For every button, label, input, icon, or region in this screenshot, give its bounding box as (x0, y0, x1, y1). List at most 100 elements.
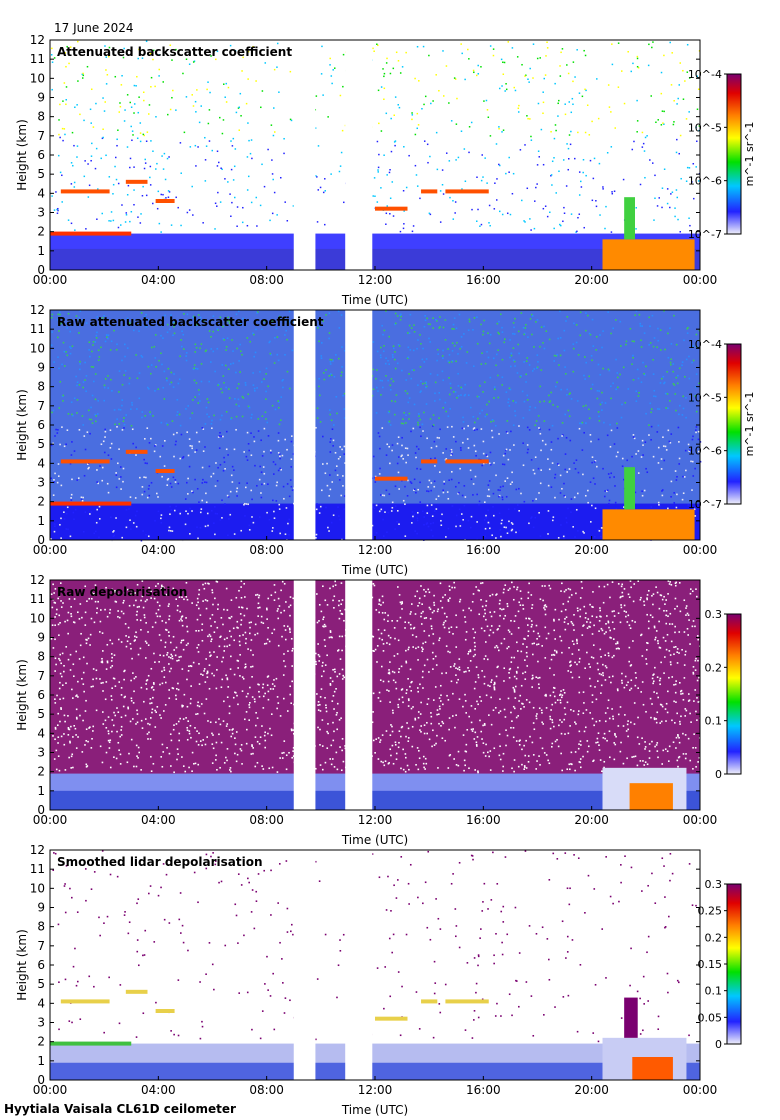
x-tick-label: 08:00 (249, 543, 284, 557)
y-tick-label: 12 (30, 843, 45, 857)
y-tick-label: 11 (30, 52, 45, 66)
x-tick-label: 04:00 (141, 273, 176, 287)
heatmap-layer (50, 310, 702, 542)
cloud-layer (60, 999, 110, 1004)
colorbar-tick-label: 10^-5 (688, 121, 722, 134)
x-tick-label: 12:00 (358, 1083, 393, 1097)
data-gap (293, 580, 316, 810)
y-tick-label: 1 (37, 1054, 45, 1068)
cloud-layer (445, 459, 489, 464)
x-tick-label: 08:00 (249, 1083, 284, 1097)
colorbar-tick-label: 0.05 (698, 1011, 723, 1024)
cloud-layer (445, 189, 489, 194)
date-label: 17 June 2024 (54, 21, 134, 35)
y-tick-label: 8 (37, 380, 45, 394)
y-tick-label: 9 (37, 631, 45, 645)
x-tick-label: 16:00 (466, 273, 501, 287)
colorbar (726, 73, 742, 235)
y-tick-label: 11 (30, 322, 45, 336)
y-tick-label: 9 (37, 361, 45, 375)
colorbar-tick-label: 0.1 (705, 715, 723, 728)
y-tick-label: 0 (37, 803, 45, 817)
x-tick-label: 12:00 (358, 543, 393, 557)
y-tick-label: 6 (37, 148, 45, 162)
colorbar-tick-label: 10^-4 (688, 68, 722, 81)
x-tick-label: 00:00 (683, 1083, 718, 1097)
heatmap-layer (50, 580, 702, 810)
cloud-base (50, 501, 132, 506)
plot-area (50, 850, 700, 1080)
noise-field (50, 580, 700, 810)
y-tick-label: 2 (37, 225, 45, 239)
cloud-base (50, 1041, 132, 1046)
cloud-layer (375, 476, 408, 481)
lower-layer (50, 1062, 700, 1080)
colorbar-tick-label: 0 (715, 1038, 722, 1051)
y-tick-label: 10 (30, 881, 45, 895)
y-tick-label: 1 (37, 244, 45, 258)
x-tick-label: 16:00 (466, 1083, 501, 1097)
colorbar (726, 613, 742, 775)
y-tick-label: 12 (30, 33, 45, 47)
x-tick-label: 16:00 (466, 813, 501, 827)
y-tick-label: 0 (37, 1073, 45, 1087)
y-tick-label: 4 (37, 456, 45, 470)
x-tick-label: 04:00 (141, 543, 176, 557)
panel-title: Attenuated backscatter coefficient (57, 45, 292, 59)
footer-label: Hyytiala Vaisala CL61D ceilometer (4, 1102, 236, 1116)
x-tick-label: 12:00 (358, 813, 393, 827)
cloud-layer (375, 206, 408, 211)
y-tick-label: 7 (37, 399, 45, 413)
y-axis-label: Height (km) (15, 389, 29, 460)
colorbar-tick-label: 10^-6 (688, 445, 722, 458)
lower-layer (50, 248, 700, 270)
colorbar-tick-label: 0.2 (705, 931, 723, 944)
colorbar-tick-label: 0.3 (705, 878, 723, 891)
colorbar-tick-label: 10^-5 (688, 391, 722, 404)
y-tick-label: 0 (37, 533, 45, 547)
x-tick-label: 00:00 (33, 273, 68, 287)
x-tick-label: 20:00 (574, 543, 609, 557)
precip-core (629, 783, 673, 810)
colorbar-tick-label: 0.1 (705, 985, 723, 998)
y-tick-label: 9 (37, 91, 45, 105)
x-tick-label: 00:00 (33, 1083, 68, 1097)
y-tick-label: 10 (30, 611, 45, 625)
y-tick-label: 6 (37, 958, 45, 972)
x-axis-label: Time (UTC) (341, 293, 408, 307)
colorbar (726, 343, 742, 505)
y-tick-label: 11 (30, 592, 45, 606)
y-tick-label: 9 (37, 901, 45, 915)
y-tick-label: 12 (30, 573, 45, 587)
colorbar-tick-label: 10^-6 (688, 175, 722, 188)
x-tick-label: 16:00 (466, 543, 501, 557)
y-tick-label: 2 (37, 495, 45, 509)
data-gap (345, 850, 373, 1080)
y-axis-label: Height (km) (15, 929, 29, 1000)
y-tick-label: 3 (37, 206, 45, 220)
cloud-layer (155, 199, 175, 203)
y-tick-label: 1 (37, 514, 45, 528)
y-tick-label: 7 (37, 939, 45, 953)
x-axis-label: Time (UTC) (341, 1103, 408, 1117)
data-gap (345, 310, 373, 540)
panel-title: Smoothed lidar depolarisation (57, 855, 263, 869)
x-tick-label: 04:00 (141, 813, 176, 827)
cloud-layer (421, 459, 438, 464)
y-axis-label: Height (km) (15, 659, 29, 730)
data-gap (345, 40, 373, 270)
y-tick-label: 5 (37, 167, 45, 181)
x-tick-label: 04:00 (141, 1083, 176, 1097)
cloud-layer (445, 999, 489, 1004)
precip-region (602, 239, 695, 270)
y-tick-label: 8 (37, 110, 45, 124)
cloud-layer (421, 189, 438, 194)
y-tick-label: 4 (37, 186, 45, 200)
cloud-layer (125, 989, 148, 994)
colorbar-tick-label: 0.15 (698, 958, 723, 971)
colorbar-tick-label: 0.3 (705, 608, 723, 621)
x-tick-label: 20:00 (574, 813, 609, 827)
